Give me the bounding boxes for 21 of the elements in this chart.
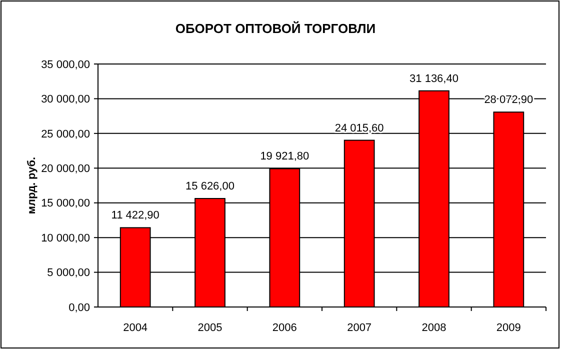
x-tick-label: 2008 [422,322,446,334]
y-axis-title: млрд. руб. [26,156,38,214]
y-tick-label: 35 000,00 [41,58,90,71]
data-label: 15 626,00 [186,180,234,193]
x-tick-label: 2007 [347,322,372,334]
x-tick-label: 2005 [198,322,222,334]
data-label: 24 015,60 [334,122,384,134]
x-tick-label: 2009 [496,322,521,334]
data-label: 11 422,90 [111,210,160,222]
x-tick-label: 2004 [123,322,148,334]
x-tick-label: 2006 [272,322,297,334]
data-label: 19 921,80 [260,150,310,163]
y-tick-label: 0,00 [68,302,90,314]
y-tick-label: 5 000,00 [47,267,90,280]
y-tick-label: 30 000,00 [41,94,90,106]
y-tick-label: 10 000,00 [41,232,90,244]
chart-title: ОБОРОТ ОПТОВОЙ ТОРГОВЛИ [175,21,376,36]
data-label: 31 136,40 [410,72,458,85]
y-tick-label: 15 000,00 [41,198,90,210]
y-tick-label: 25 000,00 [41,128,90,140]
y-tick-label: 20 000,00 [41,162,90,175]
